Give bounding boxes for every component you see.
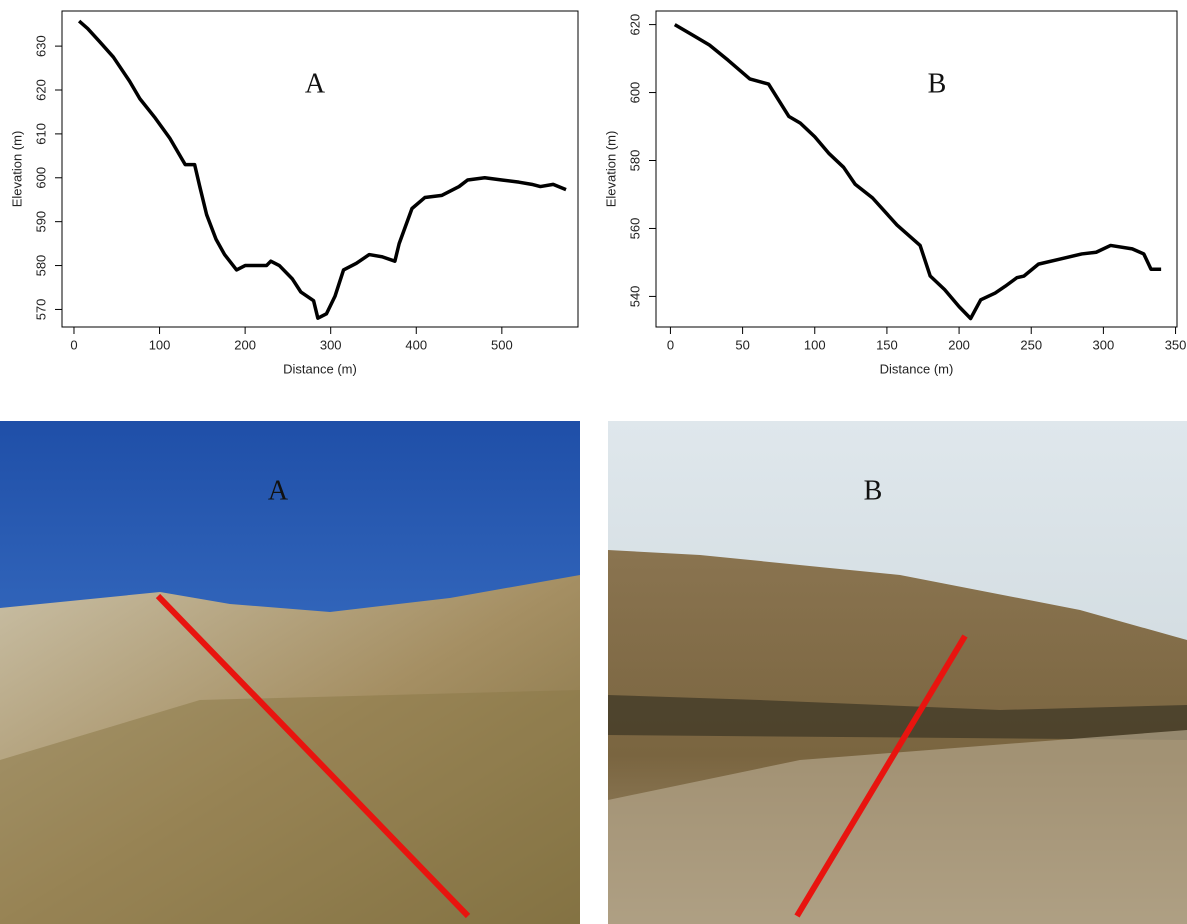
y-tick-label: 570 [33, 299, 48, 321]
x-tick-label: 100 [804, 337, 826, 352]
y-tick-label: 580 [33, 255, 48, 277]
y-axis-label: Elevation (m) [9, 131, 24, 208]
x-tick-label: 100 [149, 337, 171, 352]
x-axis-label: Distance (m) [880, 361, 954, 376]
y-tick-label: 560 [627, 218, 642, 240]
x-tick-label: 350 [1165, 337, 1187, 352]
plot-frame [61, 10, 579, 328]
x-tick-label: 500 [491, 337, 513, 352]
y-tick-label: 620 [627, 14, 642, 36]
x-tick-label: 400 [405, 337, 427, 352]
foreground [608, 730, 1187, 924]
y-tick-label: 630 [33, 35, 48, 57]
y-tick-label: 600 [627, 82, 642, 104]
y-tick-label: 620 [33, 79, 48, 101]
photo-a: A [0, 421, 580, 924]
profile-line [794, 634, 968, 918]
y-tick-label: 540 [627, 286, 642, 308]
annotation: B [928, 68, 947, 99]
photo-b: B [608, 421, 1187, 924]
y-tick-label: 590 [33, 211, 48, 233]
x-tick-label: 0 [667, 337, 674, 352]
x-tick-label: 300 [320, 337, 342, 352]
y-tick-label: 600 [33, 167, 48, 189]
photo-label: A [268, 475, 289, 506]
x-axis-label: Distance (m) [283, 361, 357, 376]
photo-label: B [864, 475, 883, 506]
plot-frame [655, 10, 1178, 328]
y-tick-label: 610 [33, 123, 48, 145]
x-tick-label: 250 [1020, 337, 1042, 352]
gorge [608, 695, 1187, 740]
y-axis-label: Elevation (m) [603, 131, 618, 208]
slope [0, 690, 580, 924]
profile-line [673, 23, 1162, 321]
y-tick-label: 580 [627, 150, 642, 172]
x-tick-label: 0 [70, 337, 77, 352]
x-tick-label: 200 [948, 337, 970, 352]
x-tick-label: 200 [234, 337, 256, 352]
profile-line [155, 593, 471, 919]
x-tick-label: 150 [876, 337, 898, 352]
annotation: A [305, 68, 326, 99]
x-tick-label: 50 [735, 337, 749, 352]
profile-line [77, 19, 567, 320]
x-tick-label: 300 [1093, 337, 1115, 352]
